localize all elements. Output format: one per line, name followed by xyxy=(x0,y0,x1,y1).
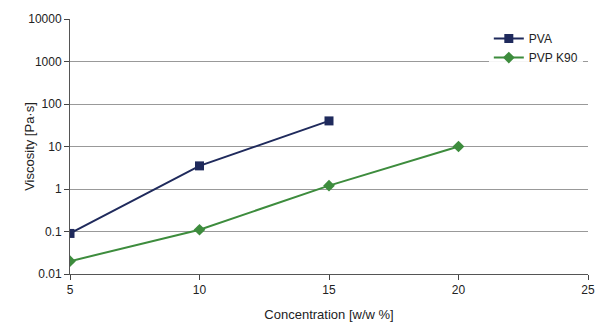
svg-text:Viscosity [Pa·s]: Viscosity [Pa·s] xyxy=(22,102,37,191)
svg-text:1000: 1000 xyxy=(35,55,62,69)
svg-text:0.1: 0.1 xyxy=(45,225,62,239)
svg-text:PVA: PVA xyxy=(529,32,552,46)
svg-text:0.01: 0.01 xyxy=(38,267,62,281)
svg-text:20: 20 xyxy=(452,283,466,297)
svg-text:10: 10 xyxy=(48,140,62,154)
svg-text:10: 10 xyxy=(193,283,207,297)
svg-text:10000: 10000 xyxy=(28,12,62,26)
svg-text:PVP K90: PVP K90 xyxy=(529,51,578,65)
svg-text:1: 1 xyxy=(55,182,62,196)
svg-text:Concentration [w/w %]: Concentration [w/w %] xyxy=(264,307,393,322)
svg-text:15: 15 xyxy=(322,283,336,297)
svg-text:5: 5 xyxy=(67,283,74,297)
svg-text:25: 25 xyxy=(581,283,595,297)
svg-text:100: 100 xyxy=(42,97,62,111)
